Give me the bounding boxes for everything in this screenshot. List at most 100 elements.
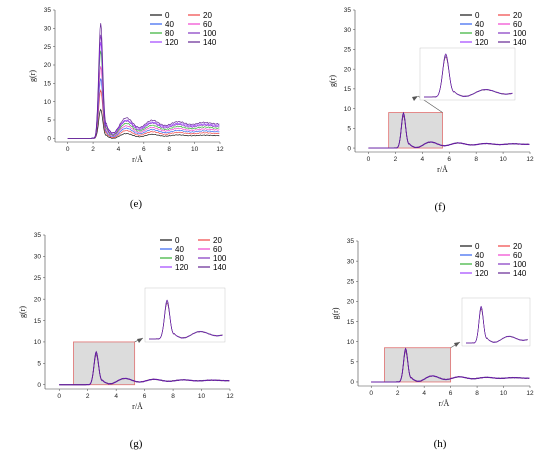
y-tick-label: 25	[347, 278, 355, 285]
x-tick-label: 4	[420, 156, 424, 163]
x-tick-label: 8	[475, 390, 479, 397]
legend-label-0: 0	[475, 242, 480, 251]
y-tick-label: 25	[44, 44, 52, 51]
zoom-arrow-head	[412, 96, 418, 101]
legend-label-100: 100	[203, 29, 217, 38]
x-axis-label: r/Å	[132, 402, 143, 411]
x-tick-label: 10	[191, 146, 199, 153]
x-tick-label: 10	[198, 393, 206, 400]
x-tick-label: 4	[422, 390, 426, 397]
y-tick-label: 10	[44, 99, 52, 106]
panel-label: (e)	[130, 198, 143, 210]
y-axis-label: g(r)	[331, 307, 340, 319]
series-line-140	[59, 350, 230, 386]
y-tick-label: 20	[347, 299, 355, 306]
y-tick-label: 25	[344, 47, 352, 54]
y-axis-label: g(r)	[328, 75, 337, 87]
legend-label-80: 80	[175, 254, 184, 263]
zoom-region-box	[73, 341, 136, 386]
legend-label-60: 60	[513, 20, 522, 29]
y-tick-label: 30	[44, 26, 52, 33]
legend-label-140: 140	[513, 269, 527, 278]
y-tick-label: 15	[344, 86, 352, 93]
x-tick-label: 12	[526, 390, 534, 397]
legend-label-120: 120	[165, 38, 179, 47]
legend-label-20: 20	[203, 11, 212, 20]
y-tick-label: 10	[347, 339, 355, 346]
legend-label-100: 100	[513, 29, 527, 38]
x-tick-label: 2	[91, 146, 95, 153]
y-tick-label: 0	[350, 379, 354, 386]
y-tick-label: 35	[347, 238, 355, 245]
x-axis-label: r/Å	[132, 155, 143, 164]
legend-label-120: 120	[475, 269, 489, 278]
legend-label-100: 100	[513, 260, 527, 269]
legend-label-20: 20	[213, 236, 222, 245]
x-tick-label: 0	[369, 390, 373, 397]
y-tick-label: 5	[37, 361, 41, 368]
x-tick-label: 8	[171, 393, 175, 400]
y-tick-label: 35	[34, 232, 42, 239]
x-tick-label: 6	[143, 393, 147, 400]
inset-frame	[419, 47, 516, 101]
inset-plot	[461, 297, 531, 347]
series-line-100	[67, 34, 220, 139]
inset-series-line-140	[466, 305, 528, 344]
legend-label-80: 80	[475, 29, 484, 38]
legend-label-80: 80	[165, 29, 174, 38]
x-axis-label: r/Å	[437, 165, 448, 174]
x-tick-label: 12	[226, 393, 234, 400]
x-tick-label: 6	[447, 156, 451, 163]
inset-series-line-140	[424, 53, 513, 98]
legend-label-100: 100	[213, 254, 227, 263]
panel-label: (h)	[434, 438, 447, 450]
y-axis-label: g(r)	[28, 70, 37, 82]
x-tick-label: 12	[216, 146, 224, 153]
y-tick-label: 5	[347, 126, 351, 133]
series-line-120	[67, 42, 220, 139]
x-tick-label: 2	[86, 393, 90, 400]
y-tick-label: 5	[350, 359, 354, 366]
y-tick-label: 0	[347, 145, 351, 152]
legend-label-0: 0	[175, 236, 180, 245]
y-axis-label: g(r)	[18, 306, 27, 318]
legend-label-40: 40	[165, 20, 174, 29]
legend-label-140: 140	[203, 38, 217, 47]
y-tick-label: 5	[47, 117, 51, 124]
legend-label-60: 60	[213, 245, 222, 254]
inset-plot	[419, 47, 516, 101]
legend-label-60: 60	[203, 20, 212, 29]
zoom-arrow-head	[454, 342, 460, 347]
x-tick-label: 2	[396, 390, 400, 397]
legend-label-40: 40	[475, 251, 484, 260]
x-tick-label: 6	[449, 390, 453, 397]
legend-label-80: 80	[475, 260, 484, 269]
x-tick-label: 10	[499, 156, 507, 163]
legend-label-40: 40	[175, 245, 184, 254]
y-tick-label: 10	[344, 106, 352, 113]
x-tick-label: 4	[117, 146, 121, 153]
zoom-region-box	[384, 347, 452, 383]
inset-frame	[461, 297, 531, 347]
y-tick-label: 10	[34, 339, 42, 346]
legend-label-60: 60	[513, 251, 522, 260]
x-tick-label: 8	[474, 156, 478, 163]
x-tick-label: 10	[500, 390, 508, 397]
zoom-arrow-head	[137, 338, 143, 343]
y-tick-label: 25	[34, 275, 42, 282]
inset-plot	[144, 287, 226, 343]
series-line-140	[67, 23, 220, 139]
y-tick-label: 30	[344, 27, 352, 34]
legend-label-0: 0	[475, 11, 480, 20]
y-tick-label: 20	[344, 66, 352, 73]
inset-frame	[144, 287, 226, 343]
y-tick-label: 0	[47, 136, 51, 143]
y-tick-label: 30	[34, 254, 42, 261]
x-tick-label: 0	[367, 156, 371, 163]
y-tick-label: 15	[44, 81, 52, 88]
y-tick-label: 20	[44, 62, 52, 69]
